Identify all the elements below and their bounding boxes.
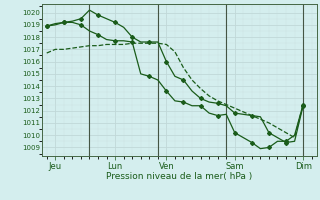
X-axis label: Pression niveau de la mer( hPa ): Pression niveau de la mer( hPa ) (106, 172, 252, 181)
